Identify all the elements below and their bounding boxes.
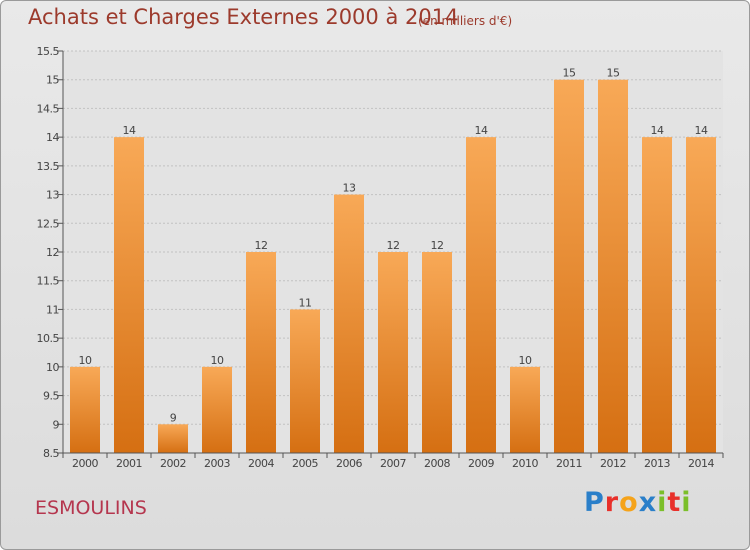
- data-label: 10: [79, 354, 92, 367]
- x-tick-label: 2006: [336, 457, 362, 470]
- bar-2013: [642, 137, 672, 453]
- x-tick-label: 2005: [292, 457, 318, 470]
- logo-letter: r: [604, 487, 620, 518]
- bar-2009: [466, 137, 496, 453]
- y-tick-label: 15.5: [37, 45, 60, 58]
- y-tick-label: 9.5: [43, 390, 59, 403]
- commune-name: ESMOULINS: [35, 497, 147, 519]
- y-tick-label: 11.5: [37, 275, 60, 288]
- x-tick-label: 2003: [204, 457, 230, 470]
- x-tick-label: 2007: [380, 457, 406, 470]
- data-label: 12: [387, 239, 400, 252]
- x-tick-label: 2008: [424, 457, 450, 470]
- bar-2007: [378, 252, 408, 453]
- x-tick-label: 2001: [116, 457, 142, 470]
- bar-2006: [334, 194, 364, 454]
- data-label: 14: [123, 124, 136, 137]
- bar-2011: [554, 79, 584, 453]
- data-label: 12: [255, 239, 268, 252]
- y-tick-label: 9: [53, 418, 60, 431]
- y-tick-label: 13: [46, 189, 59, 202]
- data-label: 9: [170, 411, 177, 424]
- logo-letter: t: [667, 487, 682, 518]
- x-tick-label: 2010: [512, 457, 538, 470]
- data-label: 14: [475, 124, 488, 137]
- bar-2002: [158, 424, 188, 453]
- y-tick-label: 14.5: [37, 102, 60, 115]
- chart-subtitle: (en milliers d'€): [418, 14, 513, 28]
- chart-title: Achats et Charges Externes 2000 à 2014: [28, 5, 459, 29]
- logo-letter: P: [584, 487, 605, 518]
- x-tick-label: 2013: [644, 457, 670, 470]
- data-label: 15: [563, 67, 576, 80]
- bar-2012: [598, 79, 628, 453]
- bar-2014: [686, 137, 716, 453]
- proxiti-logo[interactable]: Proxiti: [584, 487, 692, 518]
- y-tick-label: 11: [46, 303, 59, 316]
- data-label: 10: [211, 354, 224, 367]
- bar-2008: [422, 252, 452, 453]
- y-tick-label: 10.5: [37, 332, 60, 345]
- bar-2010: [510, 366, 540, 453]
- data-label: 12: [431, 239, 444, 252]
- data-label: 15: [607, 67, 620, 80]
- data-label: 10: [519, 354, 532, 367]
- logo-letter: o: [619, 487, 639, 518]
- y-tick-label: 12: [46, 246, 59, 259]
- y-tick-label: 13.5: [37, 160, 60, 173]
- bar-2003: [202, 366, 232, 453]
- x-tick-label: 2002: [160, 457, 186, 470]
- x-tick-label: 2009: [468, 457, 494, 470]
- data-label: 13: [343, 182, 356, 195]
- bar-2005: [290, 309, 320, 453]
- logo-letter: i: [657, 487, 668, 518]
- logo-letter: i: [681, 487, 692, 518]
- data-label: 14: [651, 124, 664, 137]
- y-tick-label: 15: [46, 74, 59, 87]
- data-label: 14: [695, 124, 708, 137]
- x-tick-label: 2004: [248, 457, 274, 470]
- logo-letter: x: [638, 487, 658, 518]
- x-tick-label: 2000: [72, 457, 98, 470]
- bar-2000: [70, 366, 100, 453]
- bar-2001: [114, 137, 144, 453]
- x-tick-label: 2014: [688, 457, 714, 470]
- y-tick-label: 12.5: [37, 217, 60, 230]
- bar-2004: [246, 252, 276, 453]
- data-label: 11: [299, 296, 312, 309]
- y-tick-label: 14: [46, 131, 59, 144]
- x-tick-label: 2011: [556, 457, 582, 470]
- x-tick-label: 2012: [600, 457, 626, 470]
- y-tick-label: 10: [46, 361, 59, 374]
- y-tick-label: 8.5: [43, 447, 59, 460]
